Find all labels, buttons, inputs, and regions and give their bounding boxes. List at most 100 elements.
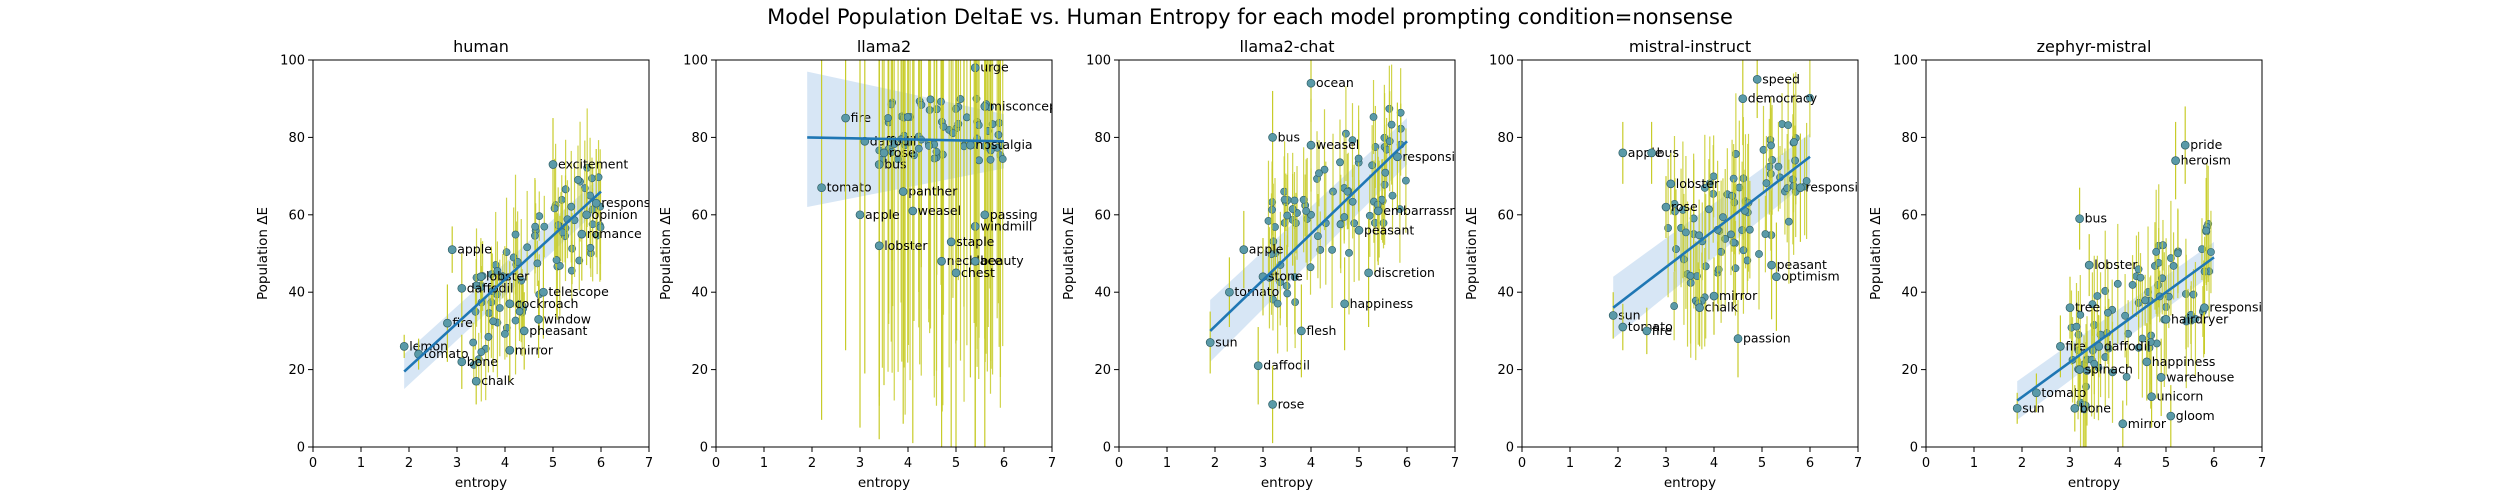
subplot-4: suntomatobonemirrorgloomunicornpridehero… (1868, 37, 2293, 491)
y-tick-label: 80 (288, 131, 305, 146)
y-tick-label: 40 (1497, 286, 1514, 301)
x-tick-label: 0 (1922, 456, 1930, 471)
point-label: responsibility (2209, 300, 2293, 315)
data-point (540, 222, 549, 231)
x-axis-label: entropy (1664, 475, 1716, 491)
point-label: sun (2022, 400, 2044, 415)
data-point (457, 357, 467, 367)
data-point (2161, 314, 2171, 324)
data-point (2200, 303, 2209, 313)
data-point (1348, 136, 1357, 145)
plot-area: suntomatoappledaffodilrosefleshbusoceand… (1205, 60, 1486, 444)
data-point (471, 376, 481, 386)
data-point (535, 212, 544, 221)
point-label: flesh (1306, 323, 1336, 338)
data-point (505, 299, 515, 309)
point-label: ocean (1316, 75, 1354, 90)
data-point (1268, 400, 1277, 409)
point-label: stone (1268, 269, 1303, 284)
data-point (951, 268, 961, 278)
point-label: bus (1278, 129, 1300, 144)
data-point (1345, 249, 1353, 257)
x-tick-label: 6 (1000, 456, 1008, 471)
point-label: bus (884, 156, 906, 171)
x-axis-label: entropy (2068, 475, 2120, 491)
data-point (457, 283, 467, 293)
regression-line (1209, 140, 1408, 332)
data-point (1328, 245, 1337, 254)
point-label: democracy (1748, 91, 1818, 106)
data-point (1727, 230, 1735, 239)
x-tick-label: 0 (712, 456, 720, 471)
x-axis-label: entropy (858, 475, 910, 491)
data-point (1306, 140, 1316, 150)
data-point (1695, 231, 1704, 240)
point-label: cockroach (515, 296, 579, 311)
confidence-band (1613, 133, 1810, 339)
data-point (471, 307, 480, 316)
data-point (502, 248, 511, 257)
data-point (1729, 238, 1738, 247)
data-point (1686, 271, 1695, 280)
y-tick-label: 60 (1094, 208, 1111, 223)
data-point (574, 175, 582, 184)
point-label: bone (2080, 400, 2112, 415)
point-label: heroism (2181, 153, 2231, 168)
data-point (534, 314, 543, 324)
point-label: rose (1671, 199, 1698, 214)
data-point (946, 237, 956, 247)
y-tick-label: 0 (700, 441, 708, 456)
data-point (890, 140, 899, 149)
data-point (884, 114, 892, 122)
y-tick-label: 60 (1901, 208, 1918, 223)
x-tick-label: 3 (856, 456, 864, 471)
x-tick-label: 7 (1048, 456, 1056, 471)
data-point (1762, 179, 1771, 188)
y-axis-label: Population ΔE (1868, 207, 1884, 300)
data-point (879, 148, 889, 158)
point-label: gloom (2176, 408, 2215, 423)
plot-area: suntomatofireapplebusrosepassionchalkmir… (1608, 60, 1858, 378)
data-point (1314, 232, 1322, 240)
data-point (1670, 302, 1679, 310)
y-tick-label: 100 (280, 54, 305, 69)
data-point (1739, 174, 1748, 183)
data-point (1393, 152, 1402, 162)
data-point (1288, 205, 1297, 213)
point-label: bus (1657, 145, 1679, 160)
y-tick-label: 20 (1497, 363, 1514, 378)
y-axis-label: Population ΔE (1061, 207, 1077, 300)
data-point (2113, 279, 2122, 288)
data-point (1290, 273, 1299, 282)
y-axis-label: Population ΔE (1464, 207, 1480, 300)
data-point (1666, 179, 1676, 189)
data-point (2108, 368, 2117, 377)
data-point (914, 144, 923, 153)
data-point (1608, 311, 1618, 320)
point-label: window (544, 311, 591, 326)
point-label: fire (851, 110, 872, 125)
data-point (1661, 202, 1671, 212)
data-point (1369, 113, 1378, 121)
data-point (2180, 140, 2190, 150)
x-tick-label: 0 (309, 456, 317, 471)
point-label: responsibility (1402, 149, 1486, 164)
data-point (1796, 183, 1805, 193)
point-label: lobster (2094, 257, 2138, 272)
data-point (1302, 207, 1311, 215)
data-point (908, 206, 918, 216)
data-point (477, 348, 486, 356)
data-point (1717, 247, 1726, 256)
data-point (489, 317, 498, 326)
data-point (1772, 272, 1781, 282)
point-label: fire (2065, 338, 2086, 353)
data-point (1340, 299, 1349, 309)
data-point (1336, 220, 1345, 229)
data-point (2101, 287, 2110, 295)
data-point (1290, 196, 1299, 205)
data-point (577, 229, 587, 239)
point-label: rose (1278, 396, 1305, 411)
subplot-grid: lemontomatoapplechalkbonemirrorfireexcit… (255, 37, 2293, 491)
data-point (484, 332, 493, 341)
